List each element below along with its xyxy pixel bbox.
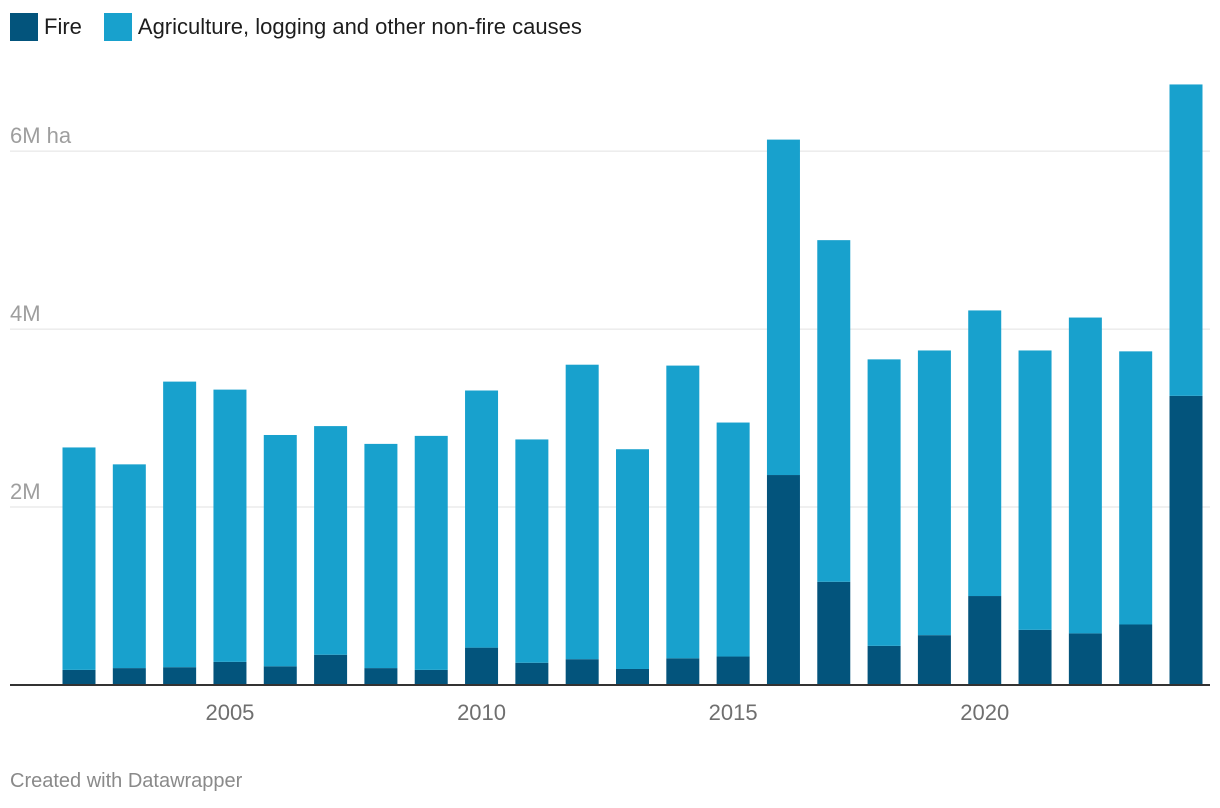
y-tick-label: 2M xyxy=(10,479,41,504)
bar-segment-fire xyxy=(1119,624,1153,685)
bar-segment-non-fire xyxy=(867,359,901,646)
bar-segment-fire xyxy=(666,658,700,685)
bar-segment-fire xyxy=(364,668,398,685)
bar-segment-fire xyxy=(817,581,851,685)
bar-segment-non-fire xyxy=(515,439,549,663)
bar-segment-fire xyxy=(968,596,1002,685)
x-tick-label: 2020 xyxy=(960,700,1009,725)
bar-segment-fire xyxy=(917,635,951,685)
legend-swatch-fire xyxy=(10,13,38,41)
bar-segment-fire xyxy=(314,654,348,685)
bar-segment-fire xyxy=(1169,395,1203,685)
bar-segment-non-fire xyxy=(364,443,398,669)
legend-label-non-fire: Agriculture, logging and other non-fire … xyxy=(137,14,582,39)
bar-segment-non-fire xyxy=(968,310,1002,597)
bar-segment-fire xyxy=(1018,629,1052,685)
bar-segment-non-fire xyxy=(1119,351,1153,625)
bar-segment-non-fire xyxy=(1018,350,1052,630)
bar-segment-non-fire xyxy=(666,365,700,659)
legend-label-fire: Fire xyxy=(44,14,82,39)
bar-segment-fire xyxy=(62,669,96,685)
bar-segment-non-fire xyxy=(917,350,951,636)
bar-segment-fire xyxy=(766,475,800,685)
bar-segment-non-fire xyxy=(263,434,297,667)
bar-segment-fire xyxy=(1068,633,1102,685)
legend-item-fire: Fire xyxy=(10,13,82,41)
bar-segment-non-fire xyxy=(163,381,197,668)
bar-segment-fire xyxy=(867,645,901,685)
bar-segment-fire xyxy=(616,668,649,685)
bar-segment-fire xyxy=(414,669,448,685)
bar-segment-non-fire xyxy=(465,390,499,648)
x-tick-label: 2005 xyxy=(205,700,254,725)
legend: Fire Agriculture, logging and other non-… xyxy=(10,12,604,42)
bar-segment-non-fire xyxy=(1068,317,1102,634)
bar-segment-fire xyxy=(163,667,197,685)
y-tick-label: 4M xyxy=(10,301,41,326)
bar-segment-non-fire xyxy=(112,464,146,669)
bar-segment-non-fire xyxy=(314,426,348,655)
x-tick-label: 2015 xyxy=(709,700,758,725)
footer-credit: Created with Datawrapper xyxy=(10,770,243,792)
bar-segment-non-fire xyxy=(716,422,750,657)
legend-item-non-fire: Agriculture, logging and other non-fire … xyxy=(103,13,582,41)
y-tick-label: 6M ha xyxy=(10,123,72,148)
bar-segment-fire xyxy=(716,656,750,685)
bar-segment-non-fire xyxy=(213,389,247,662)
bar-segment-non-fire xyxy=(616,449,649,669)
bar-segment-non-fire xyxy=(565,364,599,660)
bar-segment-non-fire xyxy=(817,240,851,582)
x-tick-label: 2010 xyxy=(457,700,506,725)
bar-segment-fire xyxy=(515,662,549,685)
bar-segment-fire xyxy=(465,647,499,685)
bar-segment-fire xyxy=(213,661,247,685)
bar-segment-non-fire xyxy=(62,447,96,670)
bar-segment-fire xyxy=(263,666,297,685)
bar-segment-non-fire xyxy=(1169,84,1203,396)
bar-segment-non-fire xyxy=(766,139,800,476)
bar-segment-fire xyxy=(112,668,146,685)
bar-segment-non-fire xyxy=(414,435,448,670)
bar-segment-fire xyxy=(565,659,599,685)
legend-swatch-non-fire xyxy=(103,13,132,41)
